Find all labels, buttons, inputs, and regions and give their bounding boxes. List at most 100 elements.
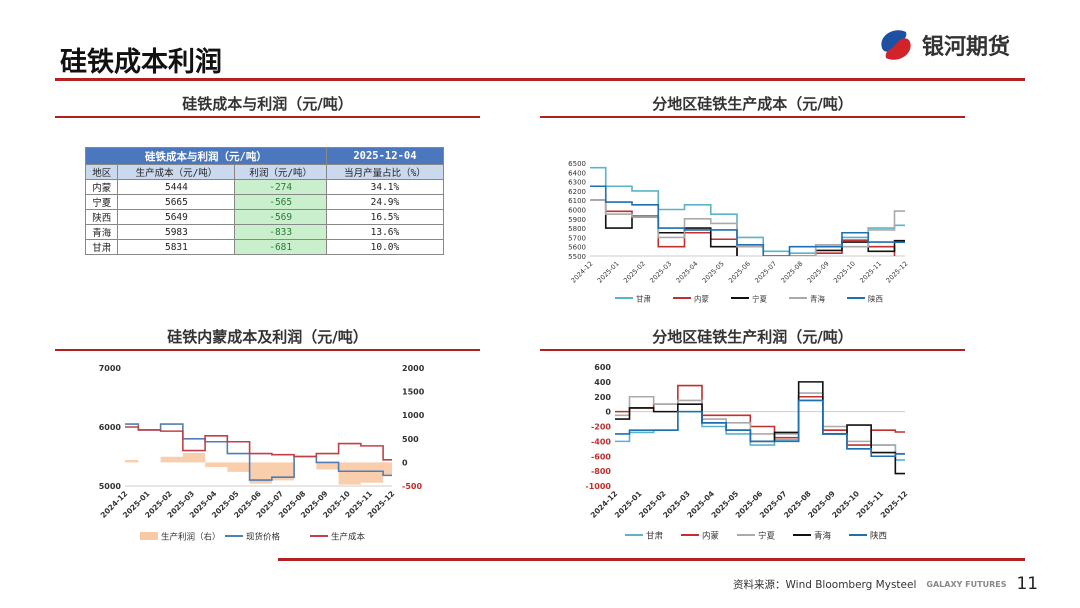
table-row: 内蒙 5444 -274 34.1% (84, 179, 445, 195)
table-section-title: 硅铁成本与利润（元/吨） (182, 95, 353, 113)
y-tick-label: 6000 (99, 423, 122, 432)
column-header: 生产成本（元/吨） (117, 164, 236, 180)
logo-text: 银河期货 (922, 35, 1011, 60)
y-tick-label: -800 (591, 467, 611, 476)
y-tick-label: -600 (591, 452, 611, 461)
legend-label: 现货价格 (246, 532, 281, 543)
series-line-内蒙 (590, 199, 896, 256)
legend-label: 生产成本 (331, 532, 366, 543)
y-tick-label: 5900 (568, 216, 586, 224)
table-cell: 5665 (117, 194, 236, 210)
table-cell: 青海 (84, 224, 119, 240)
legend-label: 宁夏 (758, 531, 776, 542)
table-cell: 24.9% (325, 194, 445, 210)
x-tick-label: 2025-11 (858, 260, 883, 285)
section-divider (55, 116, 480, 118)
legend-label: 内蒙 (694, 294, 709, 304)
table-row: 甘肃 5831 -681 10.0% (84, 239, 445, 255)
y-tick-label: 600 (594, 363, 611, 372)
series-area-生产利润（右） (125, 452, 392, 485)
table-cell: 16.5% (325, 209, 445, 225)
table-cell: 5444 (117, 179, 236, 195)
table-cell: -833 (234, 224, 327, 240)
y-tick-label: 6400 (568, 169, 586, 177)
table-row: 青海 5983 -833 13.6% (84, 224, 445, 240)
table-row: 宁夏 5665 -565 24.9% (84, 194, 445, 210)
x-tick-label: 2025-05 (701, 260, 726, 285)
series-line-青海 (590, 199, 905, 256)
table-date: 2025-12-04 (325, 147, 445, 165)
table-cell: 10.0% (325, 239, 445, 255)
inner-mongolia-cost-profit-chart: 500060007000-50005001000150020002024-122… (99, 364, 425, 543)
table-cell: 5831 (117, 239, 236, 255)
legend-label: 内蒙 (702, 531, 720, 542)
chart3-section-title: 硅铁内蒙成本及利润（元/吨） (167, 328, 368, 346)
x-tick-label: 2025-07 (753, 260, 778, 285)
y-tick-label: -400 (591, 437, 611, 446)
y-tick-label: -1000 (585, 482, 611, 491)
table-title: 硅铁成本与利润（元/吨） (85, 147, 327, 165)
x-tick-label: 2024-12 (570, 260, 595, 285)
series-line-生产成本 (125, 426, 392, 461)
y2-tick-label: 2000 (402, 364, 425, 373)
legend-label: 甘肃 (646, 531, 664, 542)
y-tick-label: 400 (594, 378, 611, 387)
legend-label: 甘肃 (636, 294, 651, 304)
x-tick-label: 2025-06 (727, 260, 752, 285)
y-tick-label: -200 (591, 423, 611, 432)
x-tick-label: 2025-09 (806, 260, 831, 285)
series-line-陕西 (590, 185, 905, 256)
series-line-青海 (615, 381, 905, 475)
series-line-现货价格 (125, 423, 392, 481)
y-tick-label: 0 (605, 408, 611, 417)
table-cell: -569 (234, 209, 327, 225)
legend-label: 青海 (810, 294, 825, 304)
x-tick-label: 2025-01 (596, 260, 621, 285)
footer-divider (278, 558, 1025, 561)
y-tick-label: 5700 (568, 234, 586, 242)
column-header: 地区 (84, 164, 119, 180)
legend-label: 陕西 (868, 294, 883, 304)
section-divider (540, 116, 965, 118)
x-tick-label: 2025-02 (622, 260, 647, 285)
y2-tick-label: 500 (402, 435, 419, 444)
x-tick-label: 2025-10 (832, 260, 857, 285)
table-cell: 5649 (117, 209, 236, 225)
y2-tick-label: 1000 (402, 411, 425, 420)
logo: 银河期货 (876, 28, 1010, 62)
table-cell: -565 (234, 194, 327, 210)
section-divider (55, 349, 480, 351)
title-divider (55, 78, 1025, 81)
x-tick-label: 2025-03 (648, 260, 673, 285)
legend-label: 陕西 (870, 531, 887, 542)
chart4-section-title: 分地区硅铁生产利润（元/吨） (652, 328, 853, 346)
y-tick-label: 5800 (568, 225, 586, 233)
y-tick-label: 6500 (568, 160, 586, 168)
section-divider (540, 349, 965, 351)
legend-label: 生产利润（右） (161, 532, 221, 543)
x-tick-label: 2025-12 (885, 260, 910, 285)
y-tick-label: 6200 (568, 188, 586, 196)
source-note: 资料来源：Wind Bloomberg Mysteel (733, 578, 917, 591)
series-line-内蒙 (615, 384, 905, 446)
y-tick-label: 5600 (568, 244, 586, 252)
legend-label: 青海 (814, 531, 832, 542)
table-cell: 34.1% (325, 179, 445, 195)
y2-tick-label: -500 (402, 482, 422, 491)
y-tick-label: 6100 (568, 197, 586, 205)
galaxy-logo-icon (881, 30, 911, 60)
y-tick-label: 7000 (99, 364, 122, 373)
cost-profit-table: 硅铁成本与利润（元/吨） 2025-12-04 地区 生产成本（元/吨） 利润（元… (84, 147, 445, 255)
y-tick-label: 6000 (568, 207, 586, 215)
table-cell: 甘肃 (84, 239, 119, 255)
page-title: 硅铁成本利润 (60, 47, 222, 78)
series-line-陕西 (615, 399, 905, 458)
column-header: 利润（元/吨） (234, 164, 327, 180)
x-tick-label: 2025-04 (675, 260, 700, 285)
y2-tick-label: 0 (402, 458, 408, 467)
x-tick-label: 2025-08 (780, 260, 805, 285)
y-tick-label: 5500 (568, 253, 586, 261)
page-number: 11 (1016, 574, 1039, 594)
y-tick-label: 5000 (99, 482, 122, 491)
